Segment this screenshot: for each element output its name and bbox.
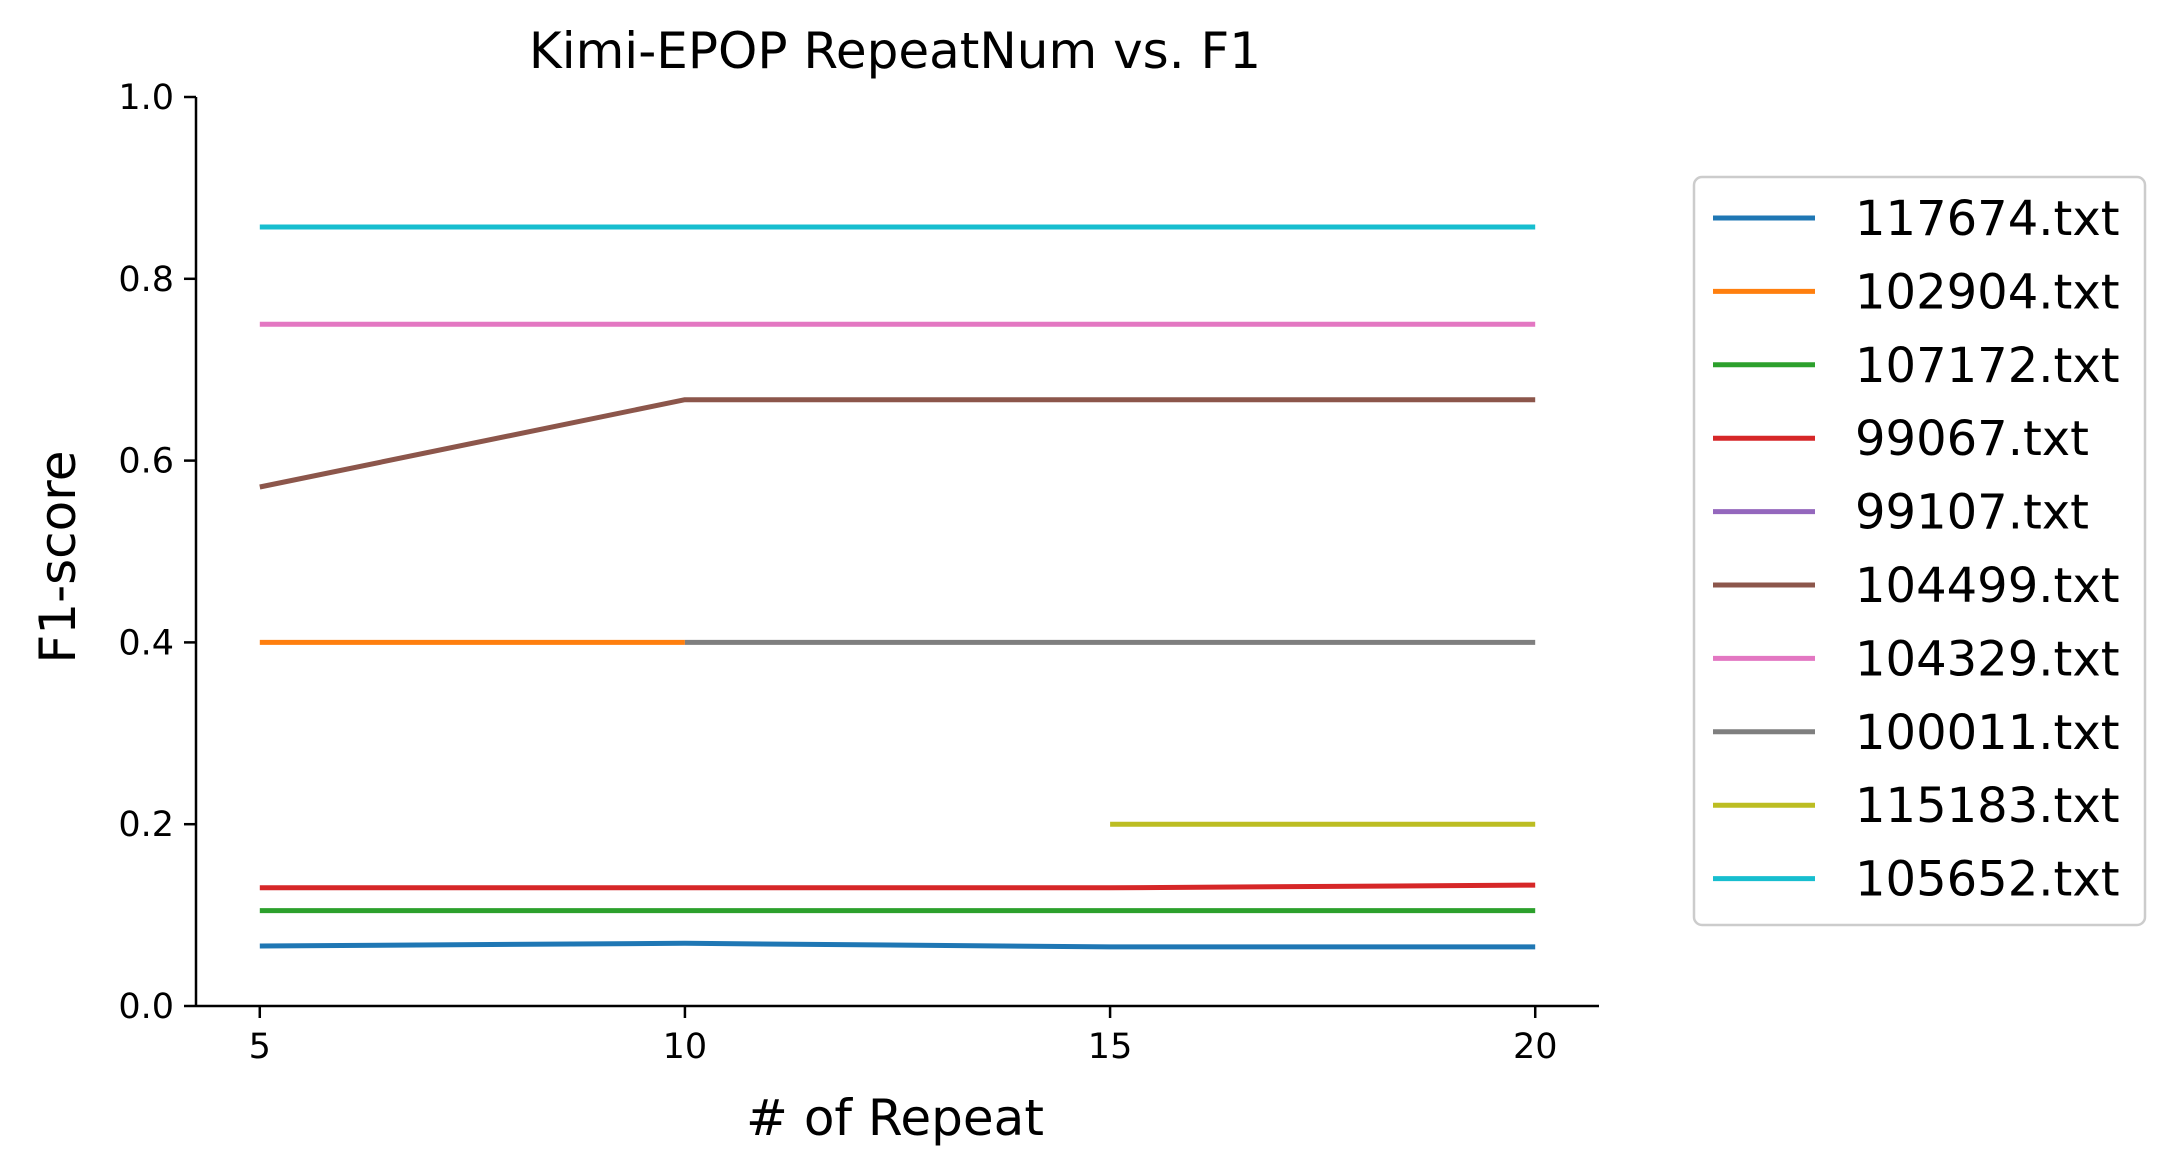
chart-title: Kimi-EPOP RepeatNum vs. F1 — [529, 22, 1261, 80]
y-tick-label: 0.4 — [118, 623, 174, 663]
y-tick-label: 1.0 — [118, 78, 174, 118]
legend-label: 117674.txt — [1855, 191, 2120, 247]
x-tick-label: 5 — [249, 1027, 271, 1067]
y-tick-label: 0.2 — [118, 805, 174, 845]
x-tick-label: 15 — [1088, 1027, 1133, 1067]
x-tick-label: 10 — [663, 1027, 708, 1067]
y-tick-label: 0.0 — [118, 987, 174, 1027]
legend: 117674.txt 102904.txt 107172.txt 99067.txt 9… — [1692, 175, 2147, 927]
plot-area — [259, 224, 1536, 950]
legend-label: 100011.txt — [1855, 705, 2120, 761]
legend-label: 102904.txt — [1855, 264, 2120, 320]
axes: 5 10 15 20 0.0 0.2 0.4 0.6 0.8 1.0 — [118, 78, 1599, 1067]
y-axis-label: F1-score — [29, 451, 87, 664]
legend-label: 115183.txt — [1855, 778, 2120, 834]
legend-label: 105652.txt — [1855, 852, 2120, 908]
series-line-99067 — [259, 882, 1536, 891]
series-line-104499 — [259, 397, 1536, 490]
legend-label: 99067.txt — [1855, 411, 2089, 467]
legend-label: 99107.txt — [1855, 485, 2089, 541]
y-tick-label: 0.8 — [118, 260, 174, 300]
x-axis-label: # of Repeat — [746, 1089, 1044, 1147]
legend-label: 104329.txt — [1855, 631, 2120, 687]
x-tick-label: 20 — [1513, 1027, 1558, 1067]
series-line-117674 — [259, 940, 1536, 950]
legend-label: 104499.txt — [1855, 558, 2120, 614]
legend-label: 107172.txt — [1855, 338, 2120, 394]
y-tick-label: 0.6 — [118, 442, 174, 482]
